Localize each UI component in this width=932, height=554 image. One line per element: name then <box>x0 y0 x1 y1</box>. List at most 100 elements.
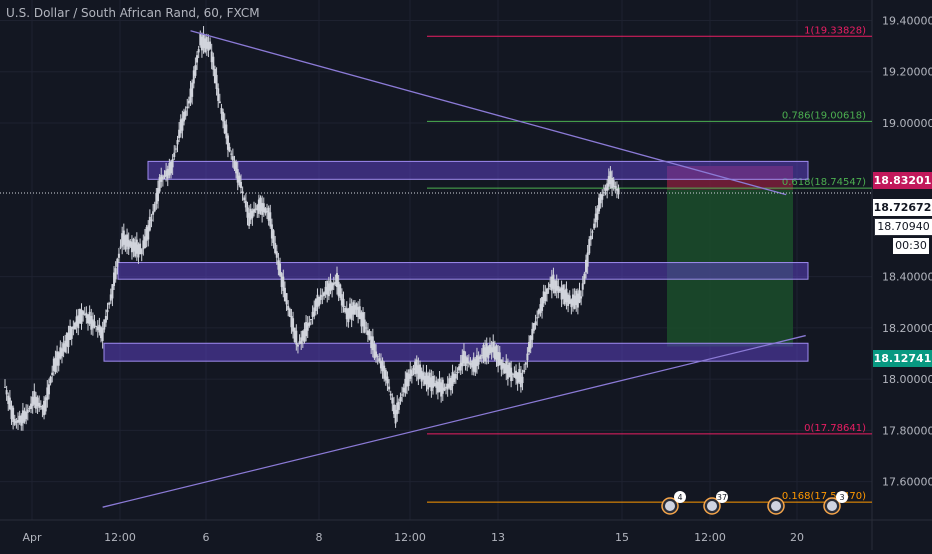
candle-body <box>241 191 244 194</box>
candle-body <box>57 352 60 366</box>
candle-body <box>379 360 382 369</box>
candle-body <box>436 381 439 393</box>
candle-body <box>269 212 272 227</box>
candle-body <box>435 380 438 388</box>
candle-body <box>339 284 342 298</box>
candle-body <box>386 376 389 384</box>
candle-body <box>158 177 161 192</box>
candle-body <box>497 352 500 367</box>
candle-body <box>498 352 501 366</box>
candle-body <box>575 290 578 306</box>
candle-body <box>264 208 267 214</box>
candle-body <box>181 118 184 131</box>
candle-body <box>614 185 617 189</box>
candle-body <box>196 55 199 63</box>
candle-body <box>114 268 117 280</box>
x-tick-label: 8 <box>316 531 323 544</box>
candle-body <box>322 292 325 296</box>
candle-body <box>471 360 474 368</box>
candle-body <box>519 372 522 388</box>
candle-body <box>588 239 591 254</box>
candle-body <box>506 364 509 379</box>
candle-body <box>277 260 280 270</box>
candle-body <box>36 397 39 407</box>
candle-body <box>293 327 296 342</box>
candle-body <box>409 369 412 379</box>
bar-countdown: 00:30 <box>893 238 929 254</box>
candle-body <box>585 259 587 273</box>
x-tick-label: 15 <box>615 531 629 544</box>
event-count-label: 4 <box>677 493 682 502</box>
candle-body <box>248 212 251 226</box>
candle-body <box>235 161 238 174</box>
y-tick-label: 18.00000 <box>882 373 932 386</box>
candle-body <box>513 373 516 378</box>
candle-body <box>528 342 531 353</box>
candle-body <box>34 396 37 409</box>
candle-body <box>288 308 291 317</box>
candle-body <box>85 312 88 318</box>
candle-body <box>54 358 57 373</box>
candle-body <box>555 280 558 291</box>
candle-body <box>179 119 182 134</box>
candle-body <box>394 409 397 424</box>
x-tick-label: Apr <box>22 531 42 544</box>
candle-body <box>415 359 418 374</box>
candle-body <box>419 364 421 378</box>
candle-body <box>451 372 454 387</box>
candle-body <box>601 194 604 200</box>
candle-body <box>243 197 246 201</box>
candle-body <box>60 348 63 357</box>
candle-body <box>109 294 112 301</box>
candle-body <box>472 357 475 372</box>
trend-line <box>102 334 806 508</box>
candle-body <box>46 387 49 401</box>
candle-body <box>18 415 21 423</box>
candle-body <box>376 356 379 358</box>
candle-body <box>552 274 555 289</box>
candle-body <box>331 283 334 290</box>
candle-body <box>69 326 72 340</box>
candle-body <box>557 286 560 293</box>
candle-body <box>375 351 378 357</box>
candle-body <box>108 302 111 305</box>
candle-body <box>568 295 571 304</box>
candle-body <box>414 361 417 375</box>
candle-body <box>287 305 290 310</box>
candle-body <box>547 288 550 290</box>
candle-body <box>583 273 586 284</box>
candle-body <box>433 383 436 387</box>
candle-body <box>445 386 448 389</box>
candle-body <box>420 370 423 382</box>
candle-body <box>345 308 348 320</box>
candle-body <box>399 396 402 402</box>
candle-body <box>397 401 400 410</box>
candle-body <box>469 362 472 366</box>
candle-body <box>113 272 116 286</box>
candle-body <box>33 391 36 405</box>
candle-body <box>137 244 140 258</box>
candle-body <box>104 316 107 323</box>
candle-body <box>326 280 329 295</box>
candle-body <box>578 290 581 303</box>
candle-body <box>13 418 16 425</box>
candle-body <box>464 356 467 366</box>
candle-body <box>244 200 247 208</box>
candle-body <box>401 394 404 396</box>
candle-body <box>8 397 11 410</box>
candle-body <box>571 294 574 306</box>
candle-body <box>192 70 195 84</box>
candle-body <box>615 188 618 191</box>
candle-body <box>493 346 496 360</box>
candle-body <box>492 341 495 353</box>
candle-body <box>207 41 210 51</box>
candle-body <box>43 400 46 416</box>
candle-body <box>396 402 399 415</box>
candle-body <box>342 298 345 308</box>
fib-level-label: 0.786(19.00618) <box>782 110 866 121</box>
candle-body <box>280 273 283 288</box>
candle-body <box>484 347 487 362</box>
candle-body <box>98 324 101 333</box>
